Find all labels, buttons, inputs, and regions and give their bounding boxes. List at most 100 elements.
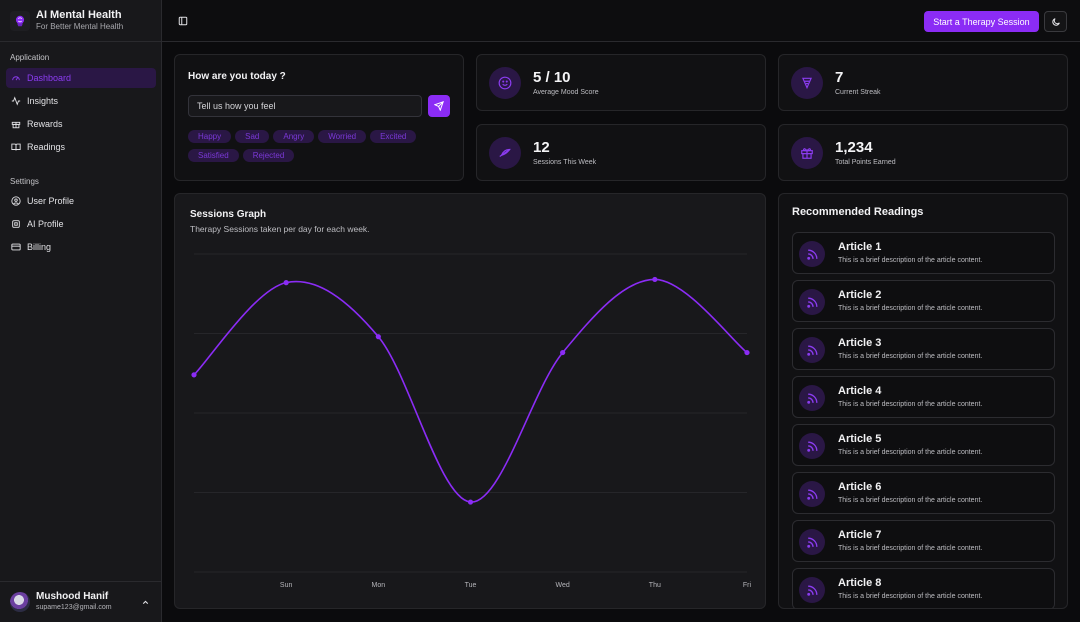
sidebar-item-rewards[interactable]: Rewards [6,114,156,134]
chip-worried[interactable]: Worried [318,130,367,143]
rss-icon [799,337,825,363]
brand-subtitle: For Better Mental Health [36,22,124,31]
article-title: Article 5 [838,433,882,445]
user-name: Mushood Hanif [36,591,109,602]
stat-value: 5 / 10 [533,69,571,86]
chip-rejected[interactable]: Rejected [242,149,295,162]
chip-happy[interactable]: Happy [188,130,232,143]
activity-icon [11,96,21,106]
send-icon [434,101,444,111]
article-desc: This is a brief description of the artic… [838,353,983,360]
rss-icon [799,241,825,267]
article-title: Article 8 [838,577,882,589]
sidebar-item-label: Rewards [27,119,63,129]
stat-card-mood: 5 / 10 Average Mood Score [476,54,766,111]
article-card[interactable]: Article 4 This is a brief description of … [792,376,1055,418]
theme-toggle-button[interactable] [1044,11,1067,32]
chip-excited[interactable]: Excited [370,130,417,143]
article-title: Article 6 [838,481,882,493]
article-card[interactable]: Article 1 This is a brief description of … [792,232,1055,274]
mood-title: How are you today ? [188,71,286,82]
topbar: Start a Therapy Session [162,0,1080,42]
sessions-graph-card: Sessions Graph Therapy Sessions taken pe… [174,193,766,609]
sidebar-item-user-profile[interactable]: User Profile [6,191,156,211]
sidebar-item-label: AI Profile [27,219,64,229]
article-card[interactable]: Article 3 This is a brief description of … [792,328,1055,370]
article-title: Article 3 [838,337,882,349]
stat-card-sessions: 12 Sessions This Week [476,124,766,181]
article-card[interactable]: Article 6 This is a brief description of … [792,472,1055,514]
group-label-settings: Settings [10,177,39,186]
moon-icon [1051,17,1060,26]
book-open-icon [11,143,21,151]
x-tick-label: Tue [465,582,477,589]
stat-value: 1,234 [835,139,873,156]
rss-icon [799,289,825,315]
data-point[interactable] [652,276,658,283]
article-title: Article 4 [838,385,882,397]
credit-card-icon [11,243,21,251]
flame-icon [791,67,823,99]
sidebar-item-dashboard[interactable]: Dashboard [6,68,156,88]
sidebar-item-readings[interactable]: Readings [6,137,156,157]
sidebar: AI Mental Health For Better Mental Healt… [0,0,162,622]
sidebar-item-label: Insights [27,96,59,106]
chip-sad[interactable]: Sad [235,130,270,143]
mood-card: How are you today ? Tell us how you feel… [174,54,464,181]
rss-icon [799,433,825,459]
x-tick-label: Wed [556,582,570,589]
gift-icon [11,121,21,129]
brand[interactable]: AI Mental Health For Better Mental Healt… [0,0,161,42]
send-button[interactable] [428,95,450,117]
sidebar-item-insights[interactable]: Insights [6,91,156,111]
article-desc: This is a brief description of the artic… [838,593,983,600]
article-desc: This is a brief description of the artic… [838,401,983,408]
article-title: Article 1 [838,241,882,253]
article-title: Article 2 [838,289,882,301]
article-card[interactable]: Article 7 This is a brief description of … [792,520,1055,562]
chip-satisfied[interactable]: Satisfied [188,149,239,162]
series-line [193,278,748,503]
x-tick-label: Thu [649,582,661,589]
user-menu[interactable]: Mushood Hanif supame123@gmail.com [0,581,162,622]
mood-input[interactable]: Tell us how you feel [188,95,422,117]
data-point[interactable] [560,349,566,356]
sidebar-item-label: Readings [27,142,66,152]
article-title: Article 7 [838,529,882,541]
sidebar-item-label: Billing [27,242,52,252]
brand-title: AI Mental Health [36,9,122,21]
stat-card-points: 1,234 Total Points Earned [778,124,1068,181]
article-desc: This is a brief description of the artic… [838,449,983,456]
chip-angry[interactable]: Angry [273,130,315,143]
rss-icon [799,577,825,603]
gauge-icon [12,76,20,81]
stat-value: 12 [533,139,550,156]
stat-label: Sessions This Week [533,159,597,166]
data-point[interactable] [744,349,750,356]
gift-icon [791,137,823,169]
start-therapy-session-button[interactable]: Start a Therapy Session [924,11,1039,32]
sidebar-item-ai-profile[interactable]: AI Profile [6,214,156,234]
article-card[interactable]: Article 2 This is a brief description of … [792,280,1055,322]
user-circle-icon [11,196,21,206]
graph-subtitle: Therapy Sessions taken per day for each … [190,224,370,234]
bot-icon [12,220,20,228]
data-point[interactable] [283,280,289,286]
data-point[interactable] [467,499,474,505]
smile-icon [489,67,521,99]
brain-logo-icon [10,10,30,31]
panel-toggle-icon[interactable] [178,16,188,26]
article-card[interactable]: Article 5 This is a brief description of … [792,424,1055,466]
sessions-line-chart: Sun Mon Tue Wed Thu Fri [191,253,752,589]
rss-icon [799,481,825,507]
x-tick-label: Sun [280,582,293,589]
avatar [10,592,30,612]
sidebar-item-billing[interactable]: Billing [6,237,156,257]
chevron-up-icon[interactable] [141,598,150,607]
stat-card-streak: 7 Current Streak [778,54,1068,111]
user-email: supame123@gmail.com [36,604,112,611]
article-card[interactable]: Article 8 This is a brief description of … [792,568,1055,608]
data-point[interactable] [375,334,381,340]
rss-icon [799,385,825,411]
data-point[interactable] [191,372,197,378]
